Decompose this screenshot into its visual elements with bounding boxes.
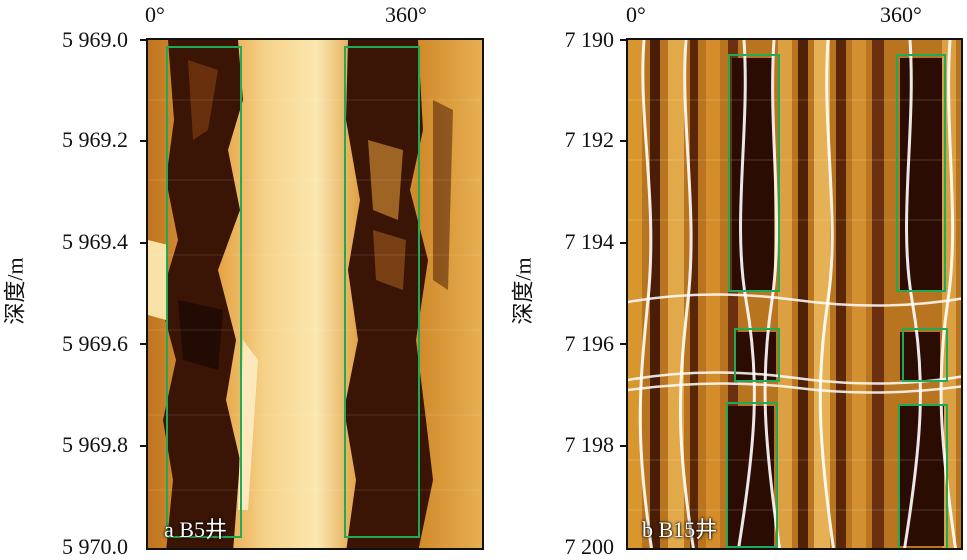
left-panel: 0° 360° 深度/m 5 969.0 5 969.2 5 969.4 5 9…	[2, 2, 484, 559]
left-y-axis-title: 深度/m	[2, 257, 28, 325]
right-highlight-box	[734, 328, 780, 382]
right-y-tick-label: 7 200	[564, 534, 615, 559]
right-x-label-0: 0°	[626, 2, 646, 27]
left-y-tick	[140, 343, 148, 345]
right-y-tick	[620, 39, 628, 41]
left-highlight-box-right	[344, 46, 420, 538]
left-borehole-image: a B5井	[146, 38, 484, 550]
right-highlight-box	[726, 402, 778, 548]
right-highlight-box	[896, 54, 946, 292]
left-highlight-box-left	[166, 46, 242, 538]
right-panel: 0° 360° 深度/m 7 190 7 192 7 194 7 196 7 1…	[490, 0, 967, 559]
right-y-tick-label: 7 190	[564, 27, 615, 52]
right-highlight-box	[898, 404, 948, 548]
right-caption: b B15井	[642, 517, 718, 542]
left-caption: a B5井	[164, 517, 227, 542]
right-highlight-box	[728, 54, 780, 292]
right-y-tick	[620, 445, 628, 447]
right-y-tick-label: 7 194	[564, 229, 615, 254]
right-y-tick	[620, 343, 628, 345]
right-y-tick-label: 7 192	[564, 127, 615, 152]
left-y-tick	[140, 445, 148, 447]
right-y-tick-label: 7 196	[564, 331, 615, 356]
left-y-tick	[140, 39, 148, 41]
left-y-tick-label: 5 969.0	[62, 27, 128, 52]
right-y-axis-title: 深度/m	[510, 257, 536, 325]
left-y-tick-label: 5 969.2	[62, 127, 128, 152]
right-borehole-image: b B15井	[626, 38, 963, 550]
left-x-label-360: 360°	[385, 2, 427, 27]
left-x-label-0: 0°	[145, 2, 165, 27]
left-y-tick-label: 5 969.4	[62, 229, 128, 254]
left-y-tick	[140, 242, 148, 244]
right-y-tick	[620, 242, 628, 244]
right-y-tick	[620, 140, 628, 142]
left-y-tick-label: 5 969.8	[62, 432, 128, 457]
right-highlight-box	[902, 328, 948, 382]
right-x-label-360: 360°	[880, 2, 922, 27]
right-y-tick-label: 7 198	[564, 432, 615, 457]
left-y-tick-label: 5 969.6	[62, 331, 128, 356]
left-y-tick	[140, 140, 148, 142]
left-y-tick-label: 5 970.0	[62, 534, 128, 559]
